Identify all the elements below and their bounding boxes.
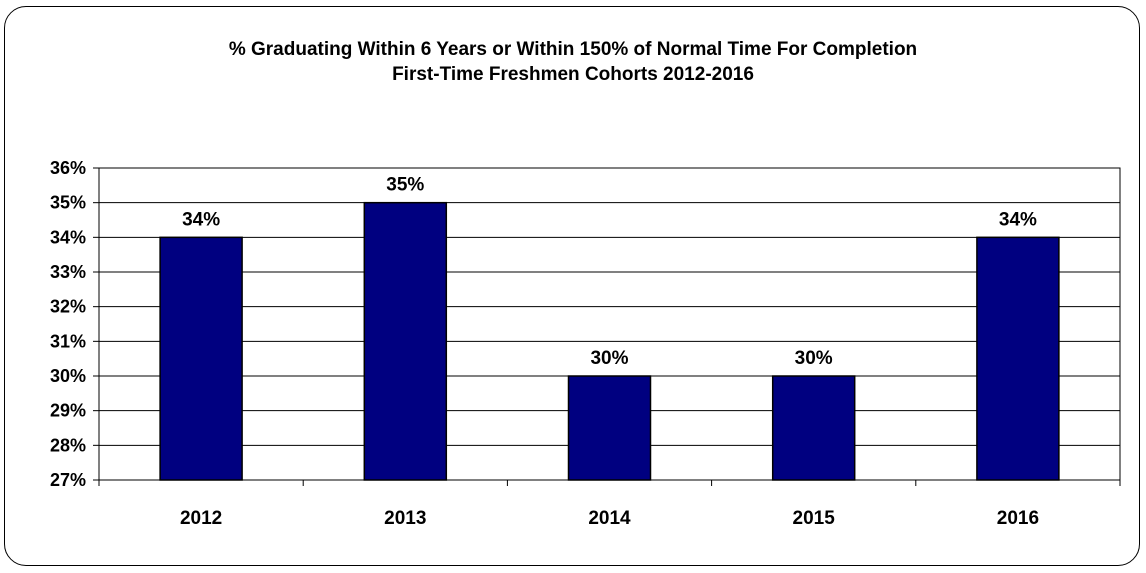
x-tick-label-2016: 2016	[997, 508, 1039, 529]
y-tick-label: 29%	[50, 401, 86, 421]
chart-title: % Graduating Within 6 Years or Within 15…	[228, 39, 918, 60]
x-tick-label-2012: 2012	[180, 508, 222, 529]
x-tick-label-2015: 2015	[793, 508, 836, 529]
data-label-2013: 35%	[386, 175, 424, 196]
axes	[93, 167, 1121, 486]
bar-2015	[771, 375, 856, 481]
y-tick-label: 27%	[50, 470, 86, 490]
bar-2012	[159, 236, 243, 481]
data-label-2014: 30%	[590, 348, 628, 369]
bars	[159, 201, 1060, 481]
labels: 27% 28% 29% 30% 31% 32% 33% 34% 35% 36% 34% 2012 35%…	[50, 158, 1039, 529]
y-tick-label: 30%	[50, 366, 86, 386]
plot-area-border	[98, 167, 1121, 481]
bar-2013	[363, 201, 448, 481]
bar-2016	[976, 236, 1060, 481]
x-tick-label-2013: 2013	[384, 508, 426, 529]
chart-subtitle: First-Time Freshmen Cohorts 2012-2016	[392, 64, 754, 85]
y-tick-label: 28%	[50, 435, 86, 455]
y-tick-label: 34%	[50, 227, 86, 247]
x-tick-label-2014: 2014	[588, 508, 631, 529]
y-tick-label: 32%	[50, 297, 86, 317]
data-label-2015: 30%	[795, 348, 833, 369]
data-label-2016: 34%	[999, 209, 1037, 230]
data-label-2012: 34%	[182, 209, 220, 230]
bar-2014	[567, 375, 652, 481]
y-tick-label: 33%	[50, 262, 86, 282]
y-tick-label: 35%	[50, 193, 86, 213]
y-tick-label: 31%	[50, 331, 86, 351]
y-tick-label: 36%	[50, 158, 86, 178]
